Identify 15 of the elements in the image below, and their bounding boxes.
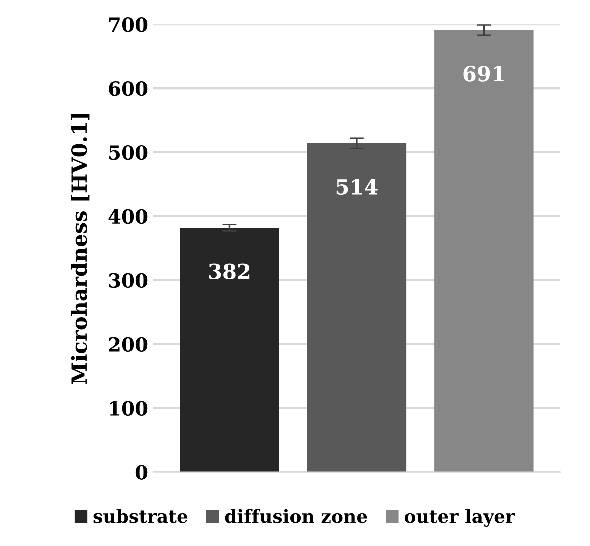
y-tick-label: 300 — [109, 273, 148, 288]
y-tick-label: 200 — [109, 337, 148, 352]
y-tick-label: 600 — [109, 81, 148, 96]
legend-label: diffusion zone — [225, 509, 368, 524]
data-label: 691 — [464, 66, 504, 82]
y-tick-label: 0 — [136, 465, 148, 480]
data-label: 514 — [336, 179, 378, 196]
y-tick-label: 500 — [110, 145, 148, 160]
y-axis-title: Microhardness [HV0.1] — [71, 114, 90, 384]
legend-label: outer layer — [404, 509, 516, 528]
y-tick-label: 400 — [108, 209, 148, 224]
y-tick-label: 700 — [109, 18, 148, 32]
legend-label: substrate — [94, 509, 188, 524]
data-label: 382 — [209, 264, 250, 280]
y-tick-label: 100 — [110, 401, 148, 416]
